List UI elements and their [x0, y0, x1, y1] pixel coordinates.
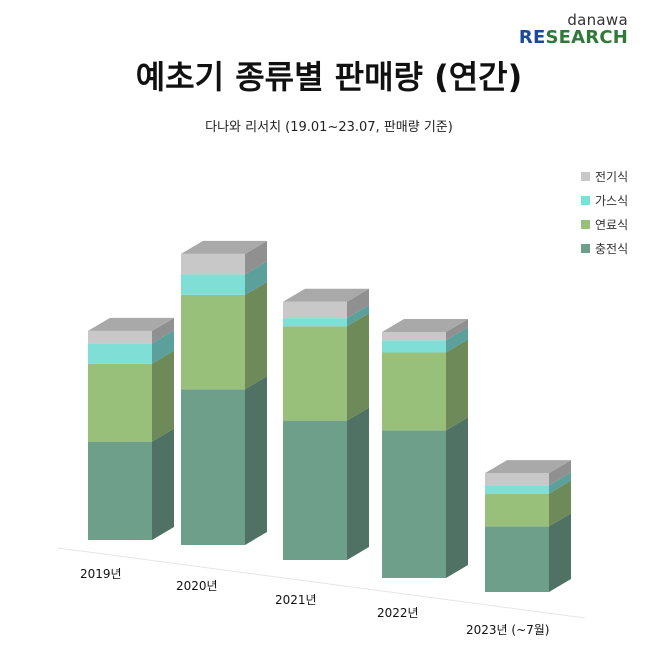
bar-segment-side [152, 428, 174, 540]
bar-segment-side [549, 513, 571, 592]
bar-top-face [283, 288, 369, 302]
bar-segment [382, 332, 446, 341]
legend-label: 충전식 [595, 241, 629, 256]
bar-segment-side [152, 317, 174, 344]
bar-segment [283, 326, 347, 421]
bar-segment-side [245, 376, 267, 545]
brand-logo-rest: SEARCH [545, 27, 628, 48]
bar-segment [181, 389, 245, 545]
bar-segment [485, 485, 549, 494]
bar-segment-side [446, 339, 468, 431]
bar-segment-side [152, 350, 174, 442]
legend-label: 가스식 [595, 193, 629, 208]
brand-logo: danawa RESEARCH [519, 12, 628, 48]
bar-segment-side [245, 240, 267, 275]
chart-title: 예초기 종류별 판매량 (연간) [135, 58, 523, 96]
bar-segment [88, 363, 152, 442]
bar-top-face [485, 460, 571, 474]
bar-top-face [88, 317, 174, 331]
chart-legend: 전기식 가스식 연료식 충전식 [581, 164, 628, 260]
chart-subtitle: 다나와 리서치 (19.01~23.07, 판매량 기준) [205, 120, 453, 135]
legend-swatch-battery [581, 243, 590, 253]
legend-label: 전기식 [595, 169, 629, 184]
bar-segment-side [245, 261, 267, 295]
bar-segment [181, 274, 245, 295]
bar-segment [485, 493, 549, 527]
brand-logo-bottom: RESEARCH [519, 28, 628, 48]
x-tick-label: 2023년 (~7월) [466, 623, 550, 637]
bar-segment-side [347, 288, 369, 319]
bar-segment-side [347, 407, 369, 560]
bar-segment-side [446, 327, 468, 353]
bar-segment-side [549, 480, 571, 527]
bar-segment [382, 340, 446, 353]
chart-floor-line [57, 547, 586, 619]
bar-segment [485, 526, 549, 592]
x-tick-label: 2022년 [377, 606, 419, 620]
x-tick-label: 2020년 [176, 579, 218, 593]
bar-segment-side [446, 417, 468, 578]
legend-label: 연료식 [595, 217, 629, 232]
bar-segment-side [245, 281, 267, 390]
legend-swatch-fuel [581, 219, 590, 229]
brand-logo-re: RE [518, 27, 546, 48]
legend-swatch-electric [581, 171, 590, 181]
x-tick-label: 2021년 [275, 593, 317, 607]
x-tick-label: 2019년 [80, 567, 122, 581]
bar-segment-side [347, 313, 369, 421]
bar-segment-side [347, 305, 369, 327]
bar-segment [283, 318, 347, 327]
bar-segment [88, 330, 152, 344]
bar-top-face [382, 319, 468, 332]
bar-segment [181, 294, 245, 390]
bar-segment [382, 430, 446, 578]
bar-segment [382, 352, 446, 431]
bar-top-face [181, 240, 267, 254]
legend-item: 가스식 [581, 188, 628, 212]
bar-segment-side [152, 330, 174, 364]
bar-segment [283, 301, 347, 319]
legend-item: 전기식 [581, 164, 628, 188]
bar-segment-side [446, 319, 468, 341]
legend-swatch-gas [581, 195, 590, 205]
legend-item: 연료식 [581, 212, 628, 236]
bar-segment-side [549, 460, 571, 486]
bar-segment [88, 343, 152, 364]
bar-segment [88, 441, 152, 540]
bar-segment-side [549, 472, 571, 494]
brand-logo-top: danawa [567, 11, 628, 29]
bar-segment [181, 253, 245, 275]
bar-segment [485, 473, 549, 486]
legend-item: 충전식 [581, 236, 628, 260]
bar-segment [283, 420, 347, 560]
